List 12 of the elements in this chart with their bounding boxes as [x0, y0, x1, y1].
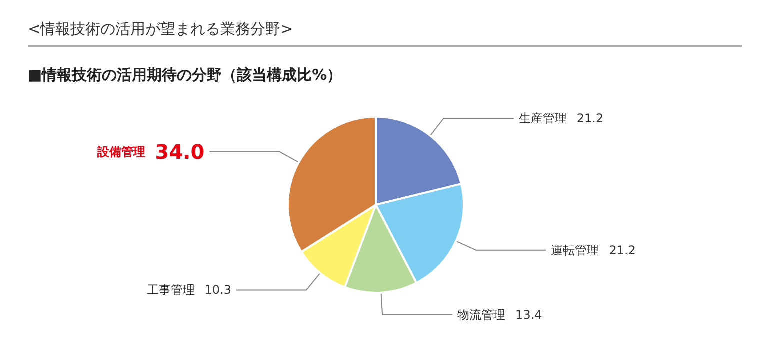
chart-subtitle: ■情報技術の活用期待の分野（該当構成比%） [28, 66, 342, 85]
data-label: 10.3 [204, 283, 232, 298]
slice-label: 生産管理 [518, 111, 567, 126]
slice-label: 運転管理 [551, 243, 600, 258]
slice-label: 工事管理 [146, 283, 195, 298]
data-label: 34.0 [155, 140, 205, 164]
data-label: 13.4 [516, 308, 542, 322]
data-label: 21.2 [576, 111, 604, 126]
chart-title: <情報技術の活用が望まれる業務分野> [28, 20, 742, 47]
slice-label: 設備管理 [96, 144, 146, 159]
data-label: 21.2 [609, 243, 636, 258]
slice-label: 物流管理 [458, 308, 506, 322]
